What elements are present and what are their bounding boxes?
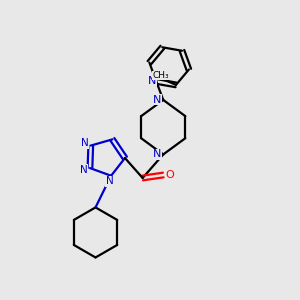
Text: N: N xyxy=(148,76,156,85)
Text: N: N xyxy=(81,138,89,148)
Text: N: N xyxy=(80,164,87,175)
Text: N: N xyxy=(153,149,161,159)
Text: N: N xyxy=(153,95,161,105)
Text: O: O xyxy=(165,170,174,180)
Text: CH₃: CH₃ xyxy=(152,71,169,80)
Text: N: N xyxy=(106,176,113,186)
